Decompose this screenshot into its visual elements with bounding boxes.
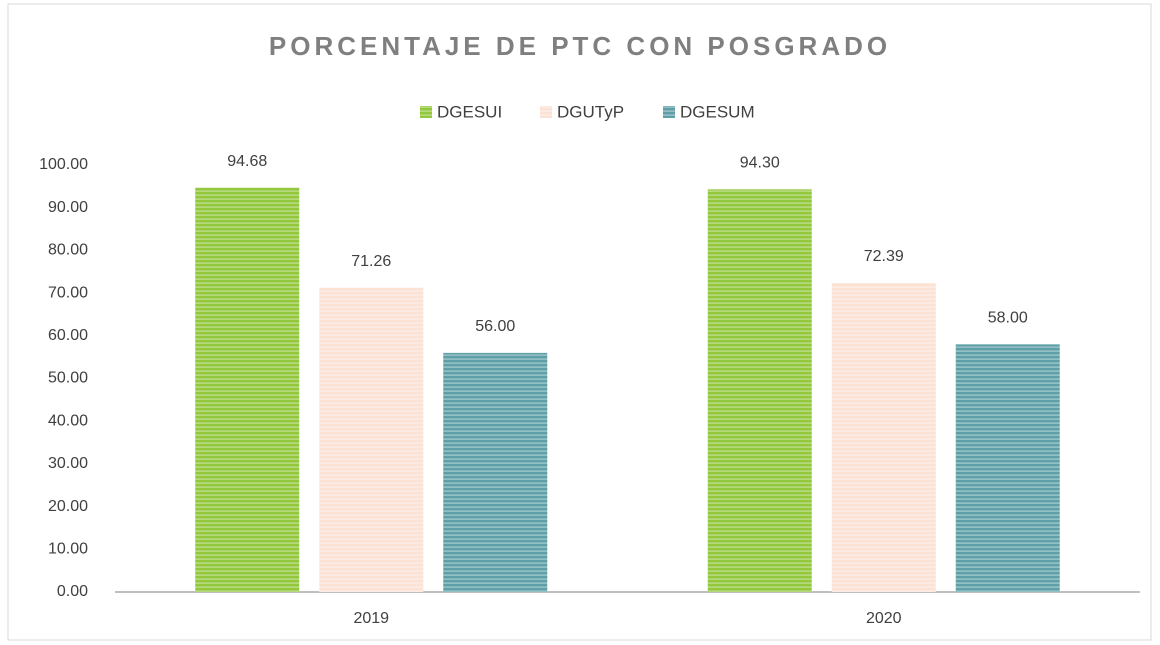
chart-title: PORCENTAJE DE PTC CON POSGRADO [269, 31, 891, 61]
y-tick-label: 0.00 [57, 583, 88, 600]
legend-swatch [540, 106, 552, 118]
y-tick-label: 60.00 [48, 327, 88, 344]
x-tick-label: 2020 [866, 610, 902, 627]
data-label: 72.39 [864, 248, 904, 265]
data-label: 58.00 [988, 310, 1028, 327]
x-tick-label: 2019 [353, 610, 389, 627]
y-tick-label: 80.00 [48, 242, 88, 259]
data-label: 94.68 [227, 153, 267, 170]
y-tick-label: 10.00 [48, 541, 88, 558]
legend-swatch [663, 106, 675, 118]
data-label: 71.26 [351, 253, 391, 270]
y-tick-label: 50.00 [48, 370, 88, 387]
y-tick-label: 20.00 [48, 498, 88, 515]
legend-label: DGUTyP [557, 102, 624, 121]
y-tick-label: 30.00 [48, 455, 88, 472]
bar [195, 187, 300, 592]
y-tick-label: 100.00 [39, 156, 88, 173]
legend-swatch [420, 106, 432, 118]
legend-label: DGESUI [437, 102, 502, 121]
data-label: 56.00 [475, 318, 515, 335]
y-tick-label: 70.00 [48, 284, 88, 301]
y-tick-label: 40.00 [48, 412, 88, 429]
bar [707, 189, 812, 593]
data-label: 94.30 [740, 155, 780, 172]
bar [319, 287, 424, 592]
y-tick-label: 90.00 [48, 199, 88, 216]
bar [443, 352, 548, 592]
legend-label: DGESUM [680, 102, 755, 121]
bar [831, 282, 936, 592]
bar [955, 344, 1060, 592]
